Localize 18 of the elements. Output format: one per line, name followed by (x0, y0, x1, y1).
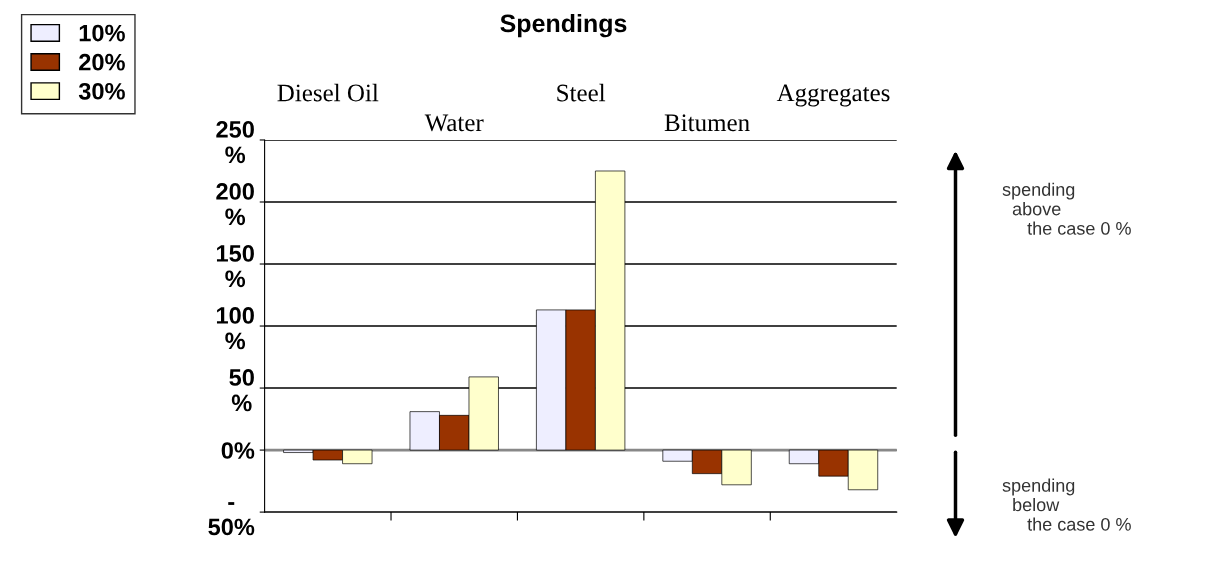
legend-label: 30% (78, 82, 125, 100)
y-tick-label: 150 % (216, 245, 254, 288)
x-tick-label: Water (424, 114, 484, 132)
x-tick-label: Diesel Oil (277, 83, 379, 102)
y-tick-label: - 50% (208, 502, 255, 536)
y-tick-label: 50 % (229, 369, 254, 412)
chart-title: Spendings (500, 13, 627, 38)
text: spending below the case 0 % (1002, 478, 1131, 531)
legend-label: 20% (79, 53, 125, 71)
y-tick-label: 250 % (216, 121, 254, 164)
legend-label: 10% (79, 24, 125, 42)
text: spending above the case 0 % (1002, 182, 1131, 235)
x-tick-label: Aggregates (776, 84, 890, 107)
x-tick-label: Bitumen (664, 114, 750, 132)
y-tick-label: 200 % (216, 183, 254, 226)
y-tick-label: 0% (221, 442, 255, 459)
y-tick-label: 100 % (216, 307, 254, 350)
x-tick-label: Steel (557, 83, 606, 102)
